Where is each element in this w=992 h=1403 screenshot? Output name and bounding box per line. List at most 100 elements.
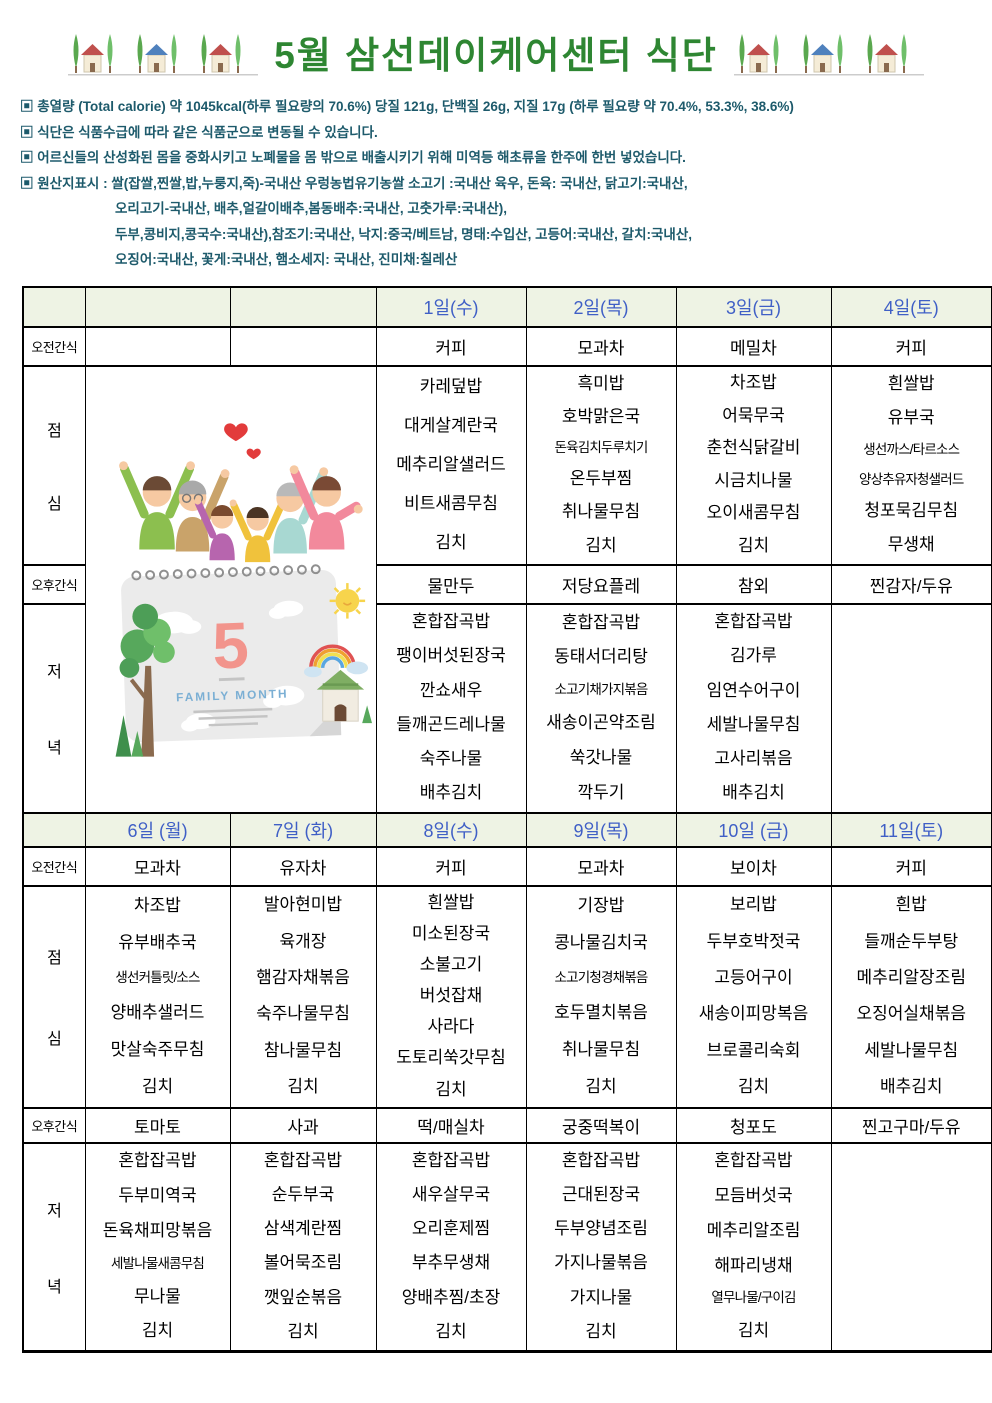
row-label-morning-snack: 오전간식	[22, 326, 86, 367]
menu-cell: 참외	[675, 563, 832, 605]
menu-cell: 흰밥 들깨순두부탕 메추리알장조림 오징어실채볶음 세발나물무침 배추김치	[830, 885, 992, 1108]
menu-cell: 모과차	[525, 846, 677, 887]
note-line-continuation: 오리고기-국내산, 배추,얼갈이배추,봄동배추:국내산, 고춧가루:국내산),	[115, 201, 507, 216]
house-icon	[810, 44, 834, 73]
house-icon	[874, 44, 898, 73]
week2-afternoon-snack-row: 오후간식 토마토 사과 떡/매실차 궁중떡복이 청포도 찐고구마/두유	[22, 1106, 992, 1144]
house-icon	[316, 669, 364, 722]
tree-icon	[773, 34, 779, 73]
notes-block: ▣ 총열량 (Total calorie) 약 1045kcal(하루 필요량의…	[20, 94, 992, 273]
tree-icon	[137, 34, 143, 73]
menu-cell: 모과차	[84, 846, 231, 887]
page-title: 5월 삼선데이케어센터 식단	[274, 35, 718, 76]
note-line: ▣ 어르신들의 산성화된 몸을 중화시키고 노폐물을 몸 밖으로 배출시키기 위…	[20, 150, 686, 165]
calendar-month-number: 5	[211, 608, 250, 682]
note-line-continuation: 오징어:국내산, 꽃게:국내산, 햄소세지: 국내산, 진미채:칠레산	[115, 252, 458, 267]
rainbow-icon	[308, 644, 356, 669]
calendar-spiral	[130, 564, 321, 581]
menu-cell: 혼합잡곡밥 동태서더리탕 소고기채가지볶음 새송이곤약조림 쑥갓나물 깍두기	[525, 603, 677, 813]
tree-icon	[901, 34, 907, 73]
day-header: 8일(수)	[375, 811, 527, 848]
tree-house-pattern	[68, 34, 259, 76]
day-header: 11일(토)	[830, 811, 992, 848]
empty-cell	[84, 326, 231, 367]
tree-icon	[201, 34, 207, 73]
menu-cell: 혼합잡곡밥 모듬버섯국 메추리알조림 해파리냉채 열무나물/구이김 김치	[675, 1142, 832, 1352]
menu-cell-empty	[830, 603, 992, 813]
menu-cell: 커피	[375, 846, 527, 887]
small-tree-icon	[361, 705, 372, 724]
cloud-icon	[303, 666, 322, 678]
menu-cell: 청포도	[675, 1106, 832, 1144]
day-header: 7일 (화)	[229, 811, 377, 848]
day-header: 3일(금)	[675, 286, 832, 328]
person-kid-yellow	[229, 499, 286, 563]
menu-cell: 혼합잡곡밥 근대된장국 두부양념조림 가지나물볶음 가지나물 김치	[525, 1142, 677, 1352]
menu-cell: 혼합잡곡밥 팽이버섯된장국 깐쇼새우 들깨곤드레나물 숙주나물 배추김치	[375, 603, 527, 813]
person-grandma-pink	[289, 465, 363, 550]
empty-header-cell	[84, 286, 231, 328]
family-month-illustration: 5 FAMILY MONTH	[84, 365, 377, 813]
tree-icon	[837, 34, 843, 73]
house-icon	[81, 44, 105, 73]
empty-cell	[229, 326, 377, 367]
menu-cell: 메밀차	[675, 326, 832, 367]
title-decoration-left	[68, 28, 259, 78]
menu-cell: 보리밥 두부호박젓국 고등어구이 새송이피망복음 브로콜리숙회 김치	[675, 885, 832, 1108]
title-decoration-right	[733, 28, 924, 78]
day-header: 10일 (금)	[675, 811, 832, 848]
corner-cell	[22, 286, 86, 328]
menu-cell: 혼합잡곡밥 두부미역국 돈육채피망볶음 세발나물새콤무침 무나물 김치	[84, 1142, 231, 1352]
small-tree-icon	[115, 715, 143, 757]
tree-icon	[119, 603, 175, 757]
empty-header-cell	[229, 286, 377, 328]
calendar-caption: FAMILY MONTH	[175, 686, 288, 704]
menu-cell: 커피	[375, 326, 527, 367]
note-line: ▣ 총열량 (Total calorie) 약 1045kcal(하루 필요량의…	[20, 99, 794, 114]
house-icon	[145, 44, 169, 73]
menu-cell: 발아현미밥 육개장 햄감자채볶음 숙주나물무침 참나물무침 김치	[229, 885, 377, 1108]
calendar-fine-print	[192, 707, 272, 727]
day-header: 4일(토)	[830, 286, 992, 328]
menu-cell: 토마토	[84, 1106, 231, 1144]
tree-icon	[739, 34, 745, 73]
person-grandpa-suit	[175, 469, 230, 552]
menu-cell: 흰쌀밥 유부국 생선까스/타르소스 양상추유자청샐러드 청포묵김무침 무생채	[830, 365, 992, 565]
menu-cell: 차조밥 유부배추국 생선커틀릿/소스 양배추샐러드 맛살숙주무침 김치	[84, 885, 231, 1108]
corner-cell	[22, 811, 86, 848]
menu-cell: 물만두	[375, 563, 527, 605]
menu-cell: 떡/매실차	[375, 1106, 527, 1144]
menu-cell: 찐고구마/두유	[830, 1106, 992, 1144]
menu-table: 1일(수) 2일(목) 3일(금) 4일(토) 오전간식 커피 모과차 메밀차 …	[22, 285, 992, 1353]
menu-cell: 궁중떡복이	[525, 1106, 677, 1144]
menu-cell: 사과	[229, 1106, 377, 1144]
sun-icon	[329, 583, 365, 619]
week2-morning-snack-row: 오전간식 모과차 유자차 커피 모과차 보이차 커피	[22, 846, 992, 887]
day-header: 6일 (월)	[84, 811, 231, 848]
note-line-continuation: 두부,콩비지,콩국수:국내산),참조기:국내산, 낙지:중국/베트남, 명태:수…	[115, 226, 693, 242]
heart-icon	[246, 448, 261, 460]
week1-day-header-row: 1일(수) 2일(목) 3일(금) 4일(토)	[22, 286, 992, 328]
menu-cell: 혼합잡곡밥 순두부국 삼색계란찜 볼어묵조림 깻잎순볶음 김치	[229, 1142, 377, 1352]
menu-cell: 혼합잡곡밥 김가루 임연수어구이 세발나물무침 고사리볶음 배추김치	[675, 603, 832, 813]
day-header: 2일(목)	[525, 286, 677, 328]
note-line: ▣ 원산지표시 : 쌀(잡쌀,찐쌀,밥,누룽지,죽)-국내산 우렁농법유기농쌀 …	[20, 175, 688, 191]
menu-cell: 기장밥 콩나물김치국 소고기청경채볶음 호두멸치볶음 취나물무침 김치	[525, 885, 677, 1108]
tree-icon	[107, 34, 113, 73]
tree-icon	[171, 34, 177, 73]
tree-icon	[73, 34, 79, 73]
tree-icon	[867, 34, 873, 73]
menu-cell: 흑미밥 호박맑은국 돈육김치두루치기 온두부찜 취나물무침 김치	[525, 365, 677, 565]
menu-cell: 유자차	[229, 846, 377, 887]
heart-icon	[223, 423, 248, 442]
tree-icon	[235, 34, 241, 73]
menu-cell: 커피	[830, 846, 992, 887]
cloud-icon	[345, 661, 368, 675]
title-bar: 5월 삼선데이케어센터 식단	[0, 0, 992, 78]
menu-cell: 모과차	[525, 326, 677, 367]
